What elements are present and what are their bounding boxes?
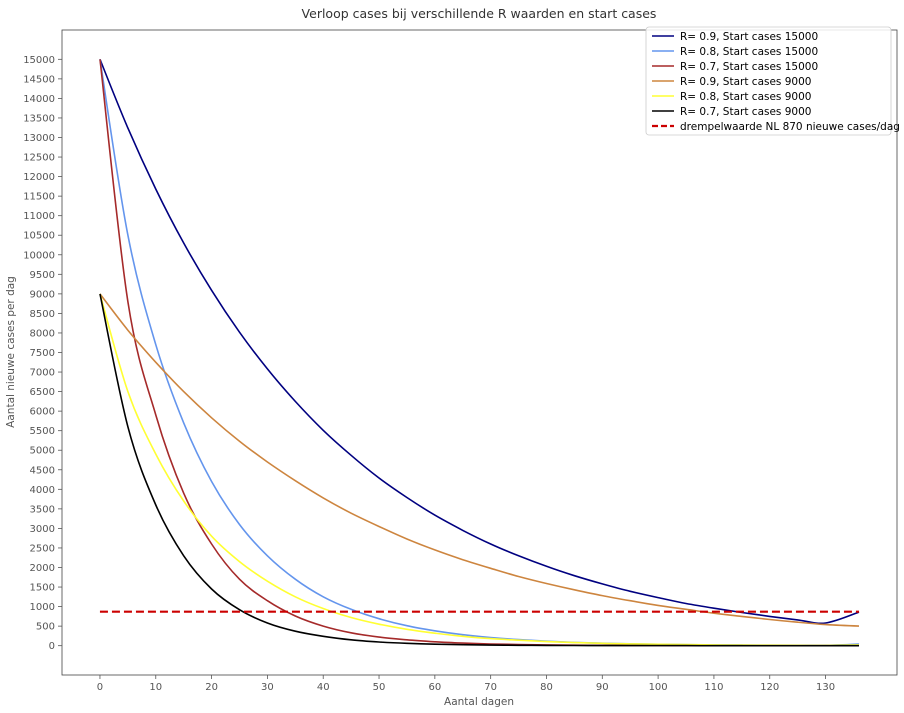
legend-frame bbox=[645, 26, 892, 136]
y-tick-label: 1500 bbox=[30, 583, 55, 594]
y-tick-label: 14000 bbox=[23, 94, 55, 105]
y-tick-label: 7000 bbox=[30, 368, 55, 379]
y-tick-label: 4500 bbox=[30, 465, 55, 476]
y-tick-label: 3000 bbox=[30, 524, 55, 535]
y-tick-label: 2000 bbox=[30, 563, 55, 574]
legend-label: R= 0.9, Start cases 15000 bbox=[680, 31, 818, 43]
series-line-4 bbox=[99, 293, 860, 627]
series-lines bbox=[99, 59, 860, 647]
y-tick-label: 12500 bbox=[23, 153, 55, 164]
y-tick-label: 5000 bbox=[30, 446, 55, 457]
y-tick-label: 12000 bbox=[23, 172, 55, 183]
x-tick-label: 70 bbox=[484, 682, 497, 693]
x-tick-label: 80 bbox=[540, 682, 553, 693]
x-axis-title: Aantal dagen bbox=[444, 696, 514, 708]
series-line-1 bbox=[99, 59, 860, 625]
x-tick-label: 60 bbox=[428, 682, 441, 693]
x-tick-label: 10 bbox=[149, 682, 162, 693]
y-tick-label: 500 bbox=[36, 622, 55, 633]
x-tick-label: 110 bbox=[704, 682, 723, 693]
legend-label: drempelwaarde NL 870 nieuwe cases/dag bbox=[680, 121, 900, 133]
y-axis-ticks: 0 500 1000 1500 2000 2500 3000 3500 4000 4500 5000… bbox=[23, 55, 62, 652]
x-tick-label: 30 bbox=[261, 682, 274, 693]
legend-label: R= 0.8, Start cases 15000 bbox=[680, 46, 818, 58]
y-tick-label: 1000 bbox=[30, 602, 55, 613]
y-tick-label: 0 bbox=[49, 641, 55, 652]
legend-label: R= 0.7, Start cases 9000 bbox=[680, 106, 811, 118]
y-tick-label: 3500 bbox=[30, 504, 55, 515]
chart-title: Verloop cases bij verschillende R waarde… bbox=[302, 6, 657, 21]
y-tick-label: 8500 bbox=[30, 309, 55, 320]
y-tick-label: 7500 bbox=[30, 348, 55, 359]
y-tick-label: 15000 bbox=[23, 55, 55, 66]
x-tick-label: 50 bbox=[373, 682, 386, 693]
y-tick-label: 4000 bbox=[30, 485, 55, 496]
y-tick-label: 11000 bbox=[23, 211, 55, 222]
y-tick-label: 8000 bbox=[30, 328, 55, 339]
y-tick-label: 13500 bbox=[23, 113, 55, 124]
y-tick-label: 2500 bbox=[30, 543, 55, 554]
y-tick-label: 9000 bbox=[30, 289, 55, 300]
y-tick-label: 13000 bbox=[23, 133, 55, 144]
y-tick-label: 5500 bbox=[30, 426, 55, 437]
x-tick-label: 130 bbox=[816, 682, 835, 693]
x-tick-label: 0 bbox=[97, 682, 103, 693]
y-tick-label: 11500 bbox=[23, 192, 55, 203]
x-tick-label: 100 bbox=[649, 682, 668, 693]
y-tick-label: 9500 bbox=[30, 270, 55, 281]
y-tick-label: 10000 bbox=[23, 250, 55, 261]
legend-label: R= 0.7, Start cases 15000 bbox=[680, 61, 818, 73]
legend-label: R= 0.8, Start cases 9000 bbox=[680, 91, 811, 103]
y-tick-label: 6500 bbox=[30, 387, 55, 398]
series-line-6 bbox=[99, 293, 859, 647]
legend: R= 0.9, Start cases 15000 R= 0.8, Start c… bbox=[645, 26, 900, 136]
legend-label: R= 0.9, Start cases 9000 bbox=[680, 76, 811, 88]
x-tick-label: 90 bbox=[596, 682, 609, 693]
x-tick-label: 40 bbox=[317, 682, 330, 693]
plot-frame bbox=[61, 29, 898, 676]
x-tick-label: 20 bbox=[205, 682, 218, 693]
y-tick-label: 14500 bbox=[23, 74, 55, 85]
y-tick-label: 6000 bbox=[30, 407, 55, 418]
x-tick-label: 120 bbox=[760, 682, 779, 693]
x-axis-ticks: 0 10 20 30 40 50 60 70 80 90 100 110 120 130 bbox=[97, 675, 835, 693]
y-tick-label: 10500 bbox=[23, 231, 55, 242]
y-axis-title: Aantal nieuwe cases per dag bbox=[5, 276, 17, 428]
